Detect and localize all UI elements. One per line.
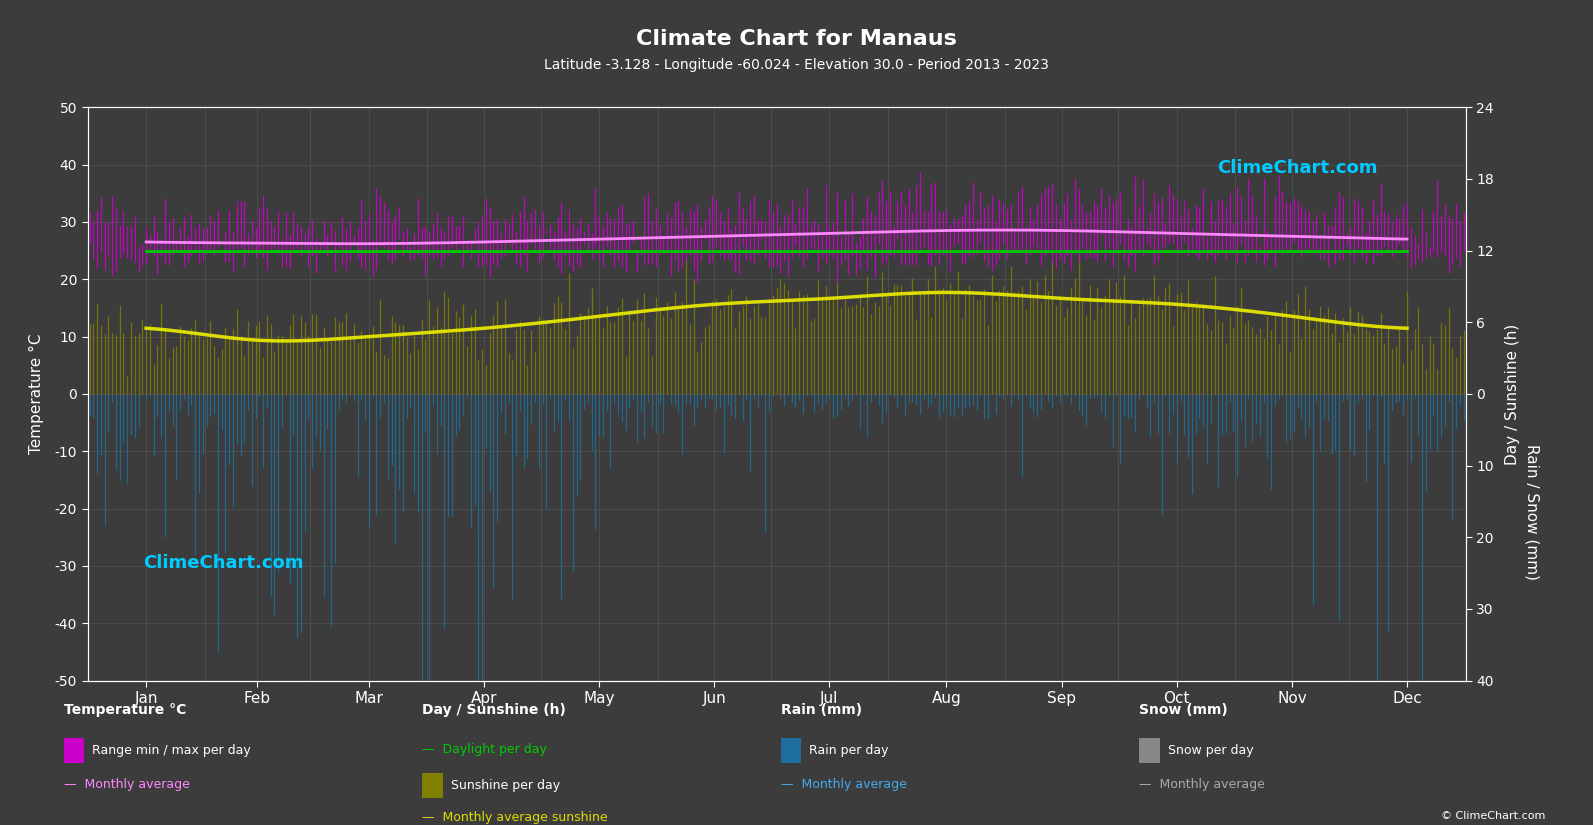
Text: Range min / max per day: Range min / max per day	[92, 744, 252, 757]
Text: —  Monthly average: — Monthly average	[781, 778, 906, 791]
Text: Snow (mm): Snow (mm)	[1139, 703, 1228, 717]
Text: Rain per day: Rain per day	[809, 744, 889, 757]
Text: Rain / Snow (mm): Rain / Snow (mm)	[1525, 444, 1540, 579]
Text: Snow per day: Snow per day	[1168, 744, 1254, 757]
Text: Day / Sunshine (h): Day / Sunshine (h)	[422, 703, 566, 717]
Y-axis label: Day / Sunshine (h): Day / Sunshine (h)	[1505, 323, 1520, 464]
Text: ClimeChart.com: ClimeChart.com	[143, 554, 303, 573]
Text: —  Daylight per day: — Daylight per day	[422, 743, 546, 757]
Text: Temperature °C: Temperature °C	[64, 703, 186, 717]
Text: Latitude -3.128 - Longitude -60.024 - Elevation 30.0 - Period 2013 - 2023: Latitude -3.128 - Longitude -60.024 - El…	[545, 58, 1048, 72]
Text: —  Monthly average: — Monthly average	[1139, 778, 1265, 791]
Text: —  Monthly average: — Monthly average	[64, 778, 190, 791]
Text: —  Monthly average sunshine: — Monthly average sunshine	[422, 811, 609, 824]
Text: Rain (mm): Rain (mm)	[781, 703, 862, 717]
Text: Climate Chart for Manaus: Climate Chart for Manaus	[636, 29, 957, 49]
Text: ClimeChart.com: ClimeChart.com	[1217, 159, 1378, 177]
Text: © ClimeChart.com: © ClimeChart.com	[1440, 811, 1545, 821]
Y-axis label: Temperature °C: Temperature °C	[29, 333, 43, 455]
Text: Sunshine per day: Sunshine per day	[451, 779, 561, 792]
